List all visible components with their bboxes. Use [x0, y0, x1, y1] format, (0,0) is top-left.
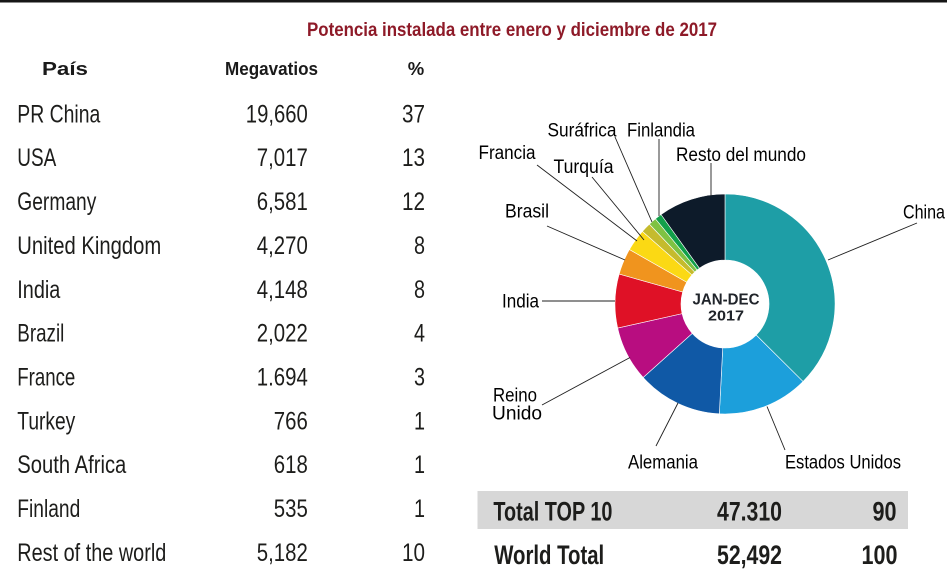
svg-text:Resto del mundo: Resto del mundo: [676, 145, 806, 166]
svg-text:7,017: 7,017: [257, 144, 308, 172]
svg-text:2017: 2017: [708, 308, 744, 324]
svg-text:4,148: 4,148: [257, 276, 308, 304]
svg-text:País: País: [42, 58, 88, 79]
svg-text:PR China: PR China: [17, 100, 100, 128]
svg-text:Rest of the world: Rest of the world: [17, 539, 166, 567]
svg-text:Germany: Germany: [17, 188, 96, 216]
svg-text:5,182: 5,182: [257, 539, 308, 567]
svg-text:8: 8: [414, 276, 425, 304]
svg-text:Finlandia: Finlandia: [627, 121, 695, 142]
svg-text:%: %: [408, 58, 424, 79]
svg-text:Francia: Francia: [479, 143, 536, 164]
svg-text:1: 1: [414, 451, 425, 479]
svg-text:Potencia instalada entre enero: Potencia instalada entre enero y diciemb…: [307, 19, 717, 41]
svg-text:Finland: Finland: [17, 495, 80, 523]
svg-text:Turkey: Turkey: [17, 407, 75, 435]
svg-text:10: 10: [402, 539, 425, 567]
svg-text:47.310: 47.310: [717, 496, 782, 526]
svg-text:Suráfrica: Suráfrica: [548, 121, 617, 142]
svg-text:1.694: 1.694: [257, 364, 308, 392]
svg-text:52,492: 52,492: [717, 540, 782, 570]
svg-text:1: 1: [414, 495, 425, 523]
svg-text:India: India: [502, 292, 539, 313]
svg-text:Estados Unidos: Estados Unidos: [785, 453, 901, 474]
svg-text:4,270: 4,270: [257, 232, 308, 260]
svg-text:2,022: 2,022: [257, 320, 308, 348]
svg-text:19,660: 19,660: [246, 100, 308, 128]
svg-text:Alemania: Alemania: [628, 453, 698, 474]
svg-text:6,581: 6,581: [257, 188, 308, 216]
svg-text:13: 13: [402, 144, 425, 172]
svg-text:China: China: [903, 203, 945, 224]
svg-text:100: 100: [862, 540, 898, 570]
svg-text:Megavatios: Megavatios: [225, 58, 318, 79]
svg-text:South Africa: South Africa: [17, 451, 126, 479]
svg-text:JAN-DEC: JAN-DEC: [693, 291, 760, 308]
svg-text:Brazil: Brazil: [17, 320, 64, 348]
svg-text:37: 37: [402, 100, 425, 128]
svg-text:Total TOP 10: Total TOP 10: [493, 496, 612, 526]
svg-text:Reino: Reino: [493, 386, 537, 407]
svg-text:535: 535: [274, 495, 308, 523]
svg-text:Unido: Unido: [492, 404, 542, 425]
svg-text:France: France: [17, 364, 75, 392]
svg-text:3: 3: [414, 364, 425, 392]
svg-text:1: 1: [414, 407, 425, 435]
svg-text:12: 12: [402, 188, 425, 216]
svg-text:Turquía: Turquía: [554, 157, 614, 178]
svg-text:766: 766: [274, 407, 308, 435]
svg-text:618: 618: [274, 451, 308, 479]
svg-text:India: India: [17, 276, 60, 304]
svg-text:USA: USA: [17, 144, 56, 172]
svg-text:90: 90: [873, 496, 897, 526]
svg-text:World Total: World Total: [494, 540, 604, 570]
svg-text:United Kingdom: United Kingdom: [17, 232, 161, 260]
svg-text:8: 8: [414, 232, 425, 260]
svg-text:Brasil: Brasil: [505, 202, 549, 223]
svg-text:4: 4: [414, 320, 425, 348]
